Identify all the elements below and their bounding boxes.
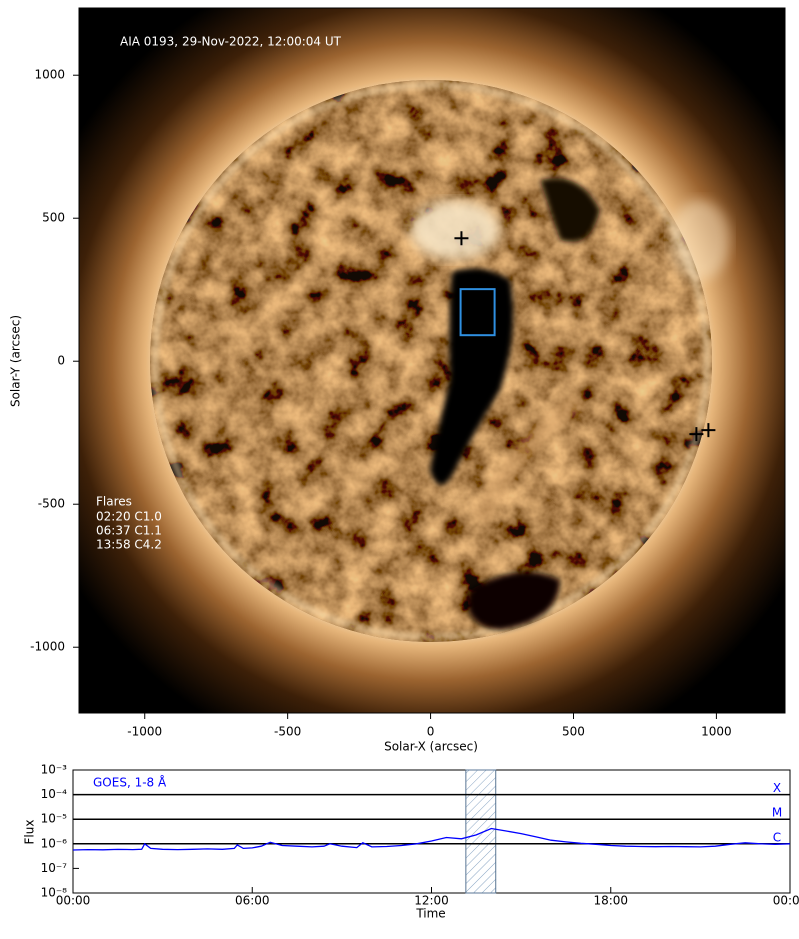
flare-entry: 02:20 C1.0 — [96, 510, 162, 524]
plot-frame — [72, 769, 791, 894]
marker — [454, 231, 469, 246]
marker — [701, 423, 716, 438]
flare-window — [465, 769, 497, 894]
flare-entry: 06:37 C1.1 — [96, 524, 162, 538]
flare-title: Flares — [96, 495, 132, 509]
x-tick-label: 0 — [427, 725, 435, 739]
x-tick-label: 18:00 — [593, 894, 628, 908]
y-tick-label: 1000 — [34, 68, 65, 82]
annotation: AIA 0193, 29-Nov-2022, 12:00:04 UT — [120, 35, 342, 49]
x-axis-label: Time — [415, 907, 445, 921]
class-label: M — [772, 806, 782, 820]
legend-label: GOES, 1-8 Å — [93, 775, 167, 790]
y-tick-label: 10⁻³ — [41, 763, 68, 777]
solar-image — [79, 8, 785, 713]
flux-line — [72, 827, 791, 851]
flare-entry: 13:58 C4.2 — [96, 538, 162, 552]
y-tick-label: 10⁻⁸ — [41, 886, 68, 900]
y-tick-label: 10⁻⁴ — [41, 787, 68, 801]
y-axis-label: Solar-Y (arcsec) — [9, 315, 23, 407]
x-tick-label: 06:00 — [235, 894, 270, 908]
x-axis-label: Solar-X (arcsec) — [384, 740, 478, 754]
x-tick-label: 00:00 — [56, 894, 91, 908]
x-tick-label: -500 — [274, 725, 301, 739]
y-tick-label: 10⁻⁶ — [41, 836, 68, 850]
y-tick-label: -1000 — [30, 640, 65, 654]
x-tick-label: 00:00 — [773, 894, 799, 908]
y-tick-label: 10⁻⁵ — [41, 812, 68, 826]
y-tick-label: 500 — [42, 211, 65, 225]
class-label: X — [773, 781, 781, 795]
y-axis-label: Flux — [23, 820, 37, 845]
x-tick-label: 500 — [562, 725, 585, 739]
x-tick-label: 1000 — [701, 725, 732, 739]
x-tick-label: -1000 — [127, 725, 162, 739]
y-tick-label: 10⁻⁷ — [41, 861, 68, 875]
region-box — [459, 288, 496, 337]
marker — [689, 427, 704, 442]
x-tick-label: 12:00 — [414, 894, 449, 908]
plot-frame — [78, 7, 786, 714]
y-tick-label: 0 — [57, 354, 65, 368]
y-tick-label: -500 — [38, 497, 65, 511]
class-label: C — [773, 830, 781, 844]
